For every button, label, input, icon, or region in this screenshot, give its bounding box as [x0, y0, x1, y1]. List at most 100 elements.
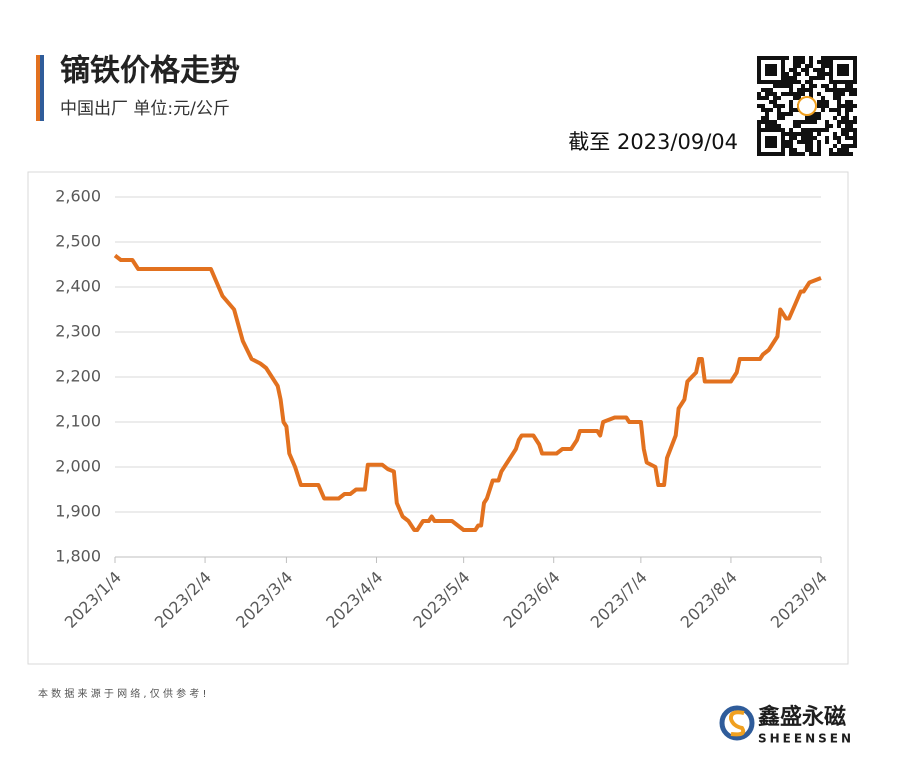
- qr-module: [825, 140, 829, 144]
- qr-module: [777, 104, 781, 108]
- qr-module: [773, 92, 777, 96]
- qr-module: [837, 148, 841, 152]
- qr-module: [853, 132, 857, 136]
- qr-module: [841, 120, 845, 124]
- qr-module: [817, 140, 821, 144]
- qr-module: [781, 104, 785, 108]
- qr-module: [785, 132, 789, 136]
- y-tick-label: 2,200: [55, 367, 101, 386]
- qr-module: [809, 144, 813, 148]
- qr-module: [845, 84, 849, 88]
- qr-module: [789, 84, 793, 88]
- x-tick-label: 2023/9/4: [767, 568, 831, 632]
- qr-module: [801, 136, 805, 140]
- qr-module: [793, 96, 797, 100]
- qr-module: [817, 144, 821, 148]
- x-tick-label: 2023/1/4: [61, 568, 125, 632]
- qr-module: [853, 104, 857, 108]
- qr-module: [789, 128, 793, 132]
- qr-module: [837, 136, 841, 140]
- qr-module: [849, 136, 853, 140]
- qr-module: [825, 72, 829, 76]
- qr-finder: [837, 64, 849, 76]
- qr-module: [825, 120, 829, 124]
- qr-module: [793, 56, 797, 60]
- qr-module: [841, 116, 845, 120]
- qr-module: [825, 128, 829, 132]
- qr-module: [789, 108, 793, 112]
- qr-module: [757, 96, 761, 100]
- qr-module: [809, 92, 813, 96]
- qr-module: [797, 88, 801, 92]
- qr-module: [837, 140, 841, 144]
- qr-module: [785, 140, 789, 144]
- qr-module: [833, 108, 837, 112]
- qr-module: [793, 72, 797, 76]
- qr-module: [817, 148, 821, 152]
- qr-module: [769, 92, 773, 96]
- qr-module: [845, 136, 849, 140]
- qr-module: [785, 92, 789, 96]
- qr-module: [765, 96, 769, 100]
- qr-module: [833, 116, 837, 120]
- y-tick-label: 1,800: [55, 547, 101, 566]
- qr-module: [829, 88, 833, 92]
- qr-module: [817, 128, 821, 132]
- subtitle: 中国出厂 单位:元/公斤: [60, 99, 230, 119]
- brand-logo: 鑫盛永磁 SHEENSEN: [719, 704, 851, 746]
- qr-module: [797, 124, 801, 128]
- qr-module: [781, 84, 785, 88]
- qr-module: [817, 72, 821, 76]
- qr-module: [801, 84, 805, 88]
- qr-module: [809, 88, 813, 92]
- qr-module: [765, 92, 769, 96]
- qr-module: [837, 100, 841, 104]
- qr-module: [833, 84, 837, 88]
- qr-finder: [829, 56, 857, 84]
- qr-module: [789, 104, 793, 108]
- qr-module: [789, 132, 793, 136]
- qr-module: [797, 92, 801, 96]
- qr-module: [817, 100, 821, 104]
- qr-module: [817, 76, 821, 80]
- qr-module: [805, 68, 809, 72]
- qr-module: [813, 120, 817, 124]
- logo-s: [728, 710, 746, 737]
- qr-module: [761, 88, 765, 92]
- qr-module: [821, 84, 825, 88]
- qr-module: [845, 116, 849, 120]
- qr-module: [805, 132, 809, 136]
- qr-module: [809, 80, 813, 84]
- qr-module: [821, 128, 825, 132]
- qr-module: [801, 68, 805, 72]
- y-tick-label: 2,500: [55, 232, 101, 251]
- qr-module: [797, 80, 801, 84]
- qr-module: [789, 144, 793, 148]
- qr-module: [765, 116, 769, 120]
- qr-module: [793, 76, 797, 80]
- qr-module: [821, 76, 825, 80]
- qr-module: [817, 68, 821, 72]
- as-of-date: 截至 2023/09/04: [568, 130, 738, 154]
- qr-module: [805, 80, 809, 84]
- qr-module: [853, 136, 857, 140]
- qr-module: [785, 76, 789, 80]
- qr-module: [825, 88, 829, 92]
- qr-module: [837, 92, 841, 96]
- qr-module: [817, 152, 821, 156]
- qr-module: [793, 132, 797, 136]
- qr-module: [781, 112, 785, 116]
- qr-module: [809, 128, 813, 132]
- qr-module: [781, 92, 785, 96]
- qr-module: [769, 124, 773, 128]
- qr-module: [805, 144, 809, 148]
- qr-module: [809, 120, 813, 124]
- qr-module: [837, 112, 841, 116]
- qr-module: [769, 108, 773, 112]
- qr-module: [849, 124, 853, 128]
- qr-module: [773, 124, 777, 128]
- qr-module: [809, 140, 813, 144]
- y-tick-label: 2,000: [55, 457, 101, 476]
- y-tick-label: 2,400: [55, 277, 101, 296]
